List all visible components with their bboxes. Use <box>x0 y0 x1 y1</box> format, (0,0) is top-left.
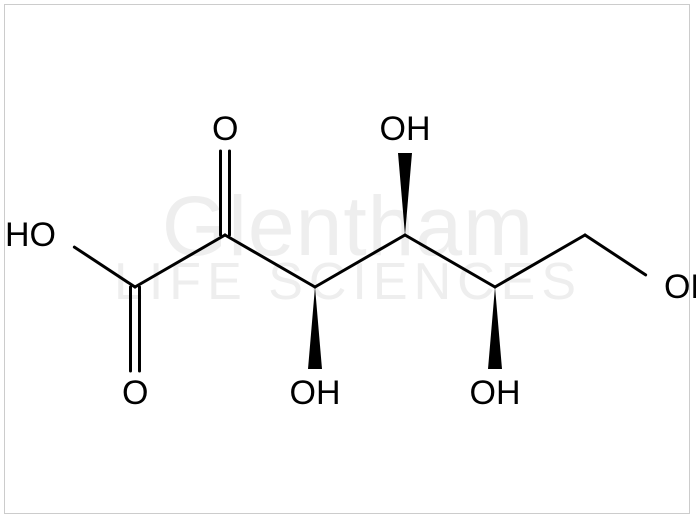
atom-label-O1b: HO <box>5 216 56 255</box>
atom-label-O3: OH <box>290 374 341 413</box>
chemical-structure <box>0 0 696 520</box>
atom-label-O1a: O <box>122 374 148 413</box>
atom-label-O2: O <box>212 110 238 149</box>
atom-label-O4: OH <box>380 110 431 149</box>
atom-label-O6: OH <box>664 268 696 307</box>
atom-label-O5: OH <box>470 374 521 413</box>
